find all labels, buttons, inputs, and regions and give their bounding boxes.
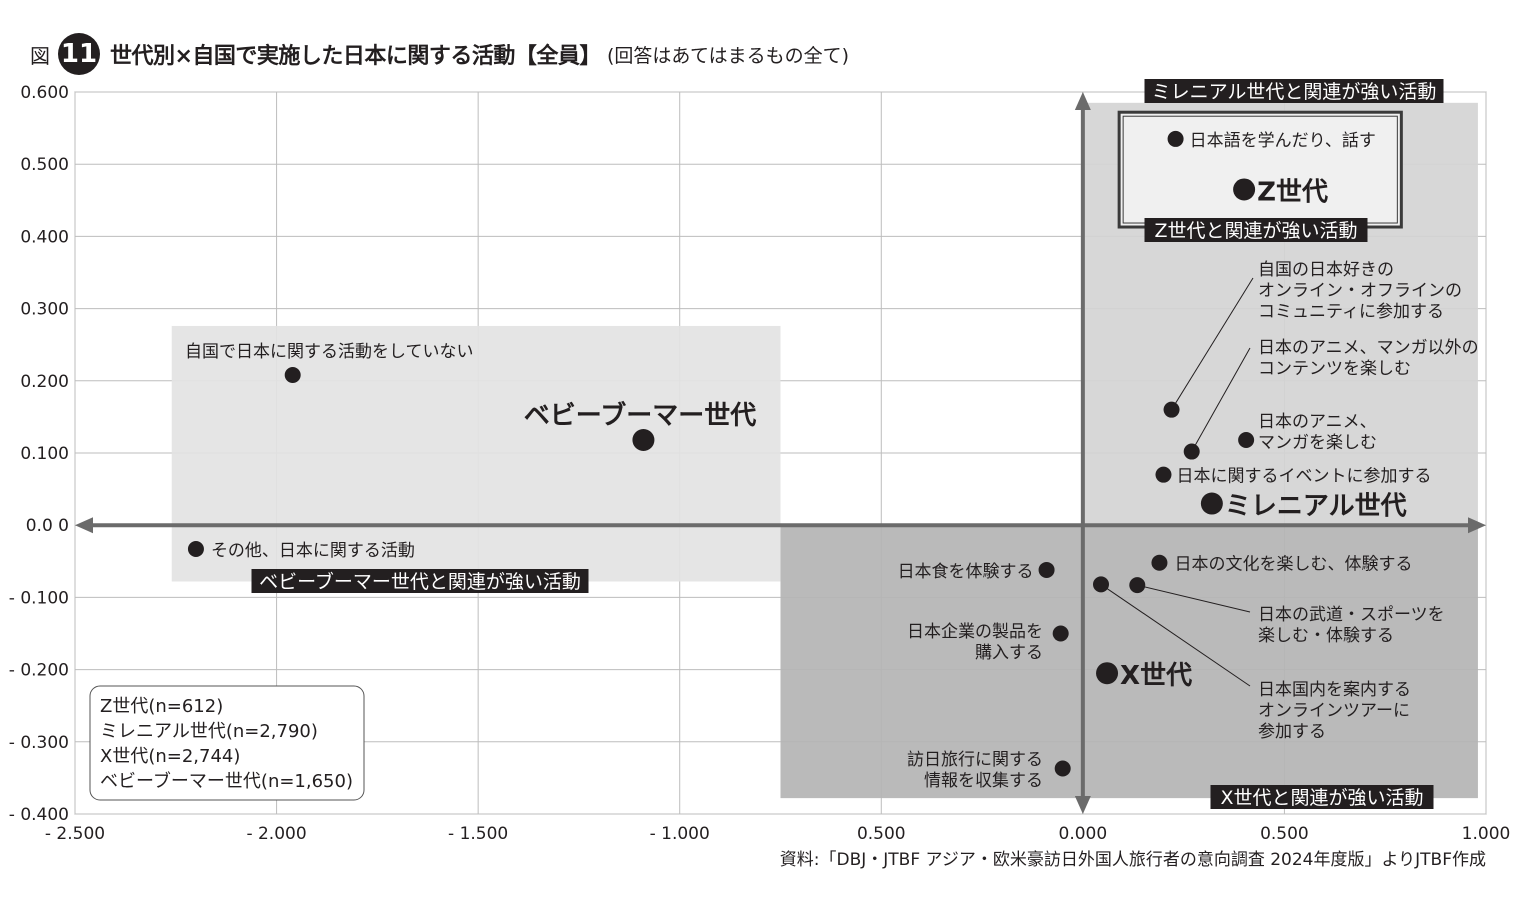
activity-label: 訪日旅行に関する — [907, 750, 1043, 770]
activity-label: オンライン・オフラインの — [1258, 281, 1462, 301]
activity-point — [1163, 401, 1180, 418]
y-tick-label: - 0.100 — [9, 588, 69, 608]
figure-title-row: 図 11 世代別×自国で実施した日本に関する活動【全員】 (回答はあてはまるもの… — [30, 28, 849, 80]
region-label-millennial: ミレニアル世代と関連が強い活動 — [1152, 81, 1437, 103]
leader-line — [1171, 277, 1254, 410]
x-tick-label: - 1.500 — [448, 824, 508, 844]
x-tick-label: 0.500 — [1260, 824, 1309, 844]
y-tick-label: 0.200 — [20, 372, 69, 392]
region-label-x-gen: X世代と関連が強い活動 — [1220, 787, 1423, 809]
activity-label: 情報を収集する — [924, 771, 1043, 791]
leader-line — [1100, 583, 1251, 687]
x-axis-arrow-right — [1468, 517, 1486, 534]
legend-entry: ミレニアル世代(n=2,790) — [100, 721, 318, 742]
x-tick-label: - 2.500 — [45, 824, 105, 844]
activity-point — [1129, 577, 1146, 594]
leader-line — [1137, 584, 1251, 613]
activity-point — [1092, 576, 1109, 593]
activity-label: 日本の武道・スポーツを — [1258, 605, 1445, 625]
activity-label: 自国で日本に関する活動をしていない — [185, 342, 474, 362]
activity-point — [1054, 760, 1071, 777]
activity-point — [1155, 466, 1172, 483]
source-note: 資料:「DBJ・JTBF アジア・欧米豪訪日外国人旅行者の意向調査 2024年度… — [779, 850, 1486, 870]
generation-label: ミレニアル世代 — [1225, 492, 1407, 522]
activity-label: オンラインツアーに — [1258, 701, 1410, 721]
generation-label: X世代 — [1120, 661, 1192, 691]
activity-point — [1238, 432, 1255, 449]
activity-label: 日本に関するイベントに参加する — [1176, 467, 1431, 487]
activity-label: マンガを楽しむ — [1258, 433, 1377, 453]
x-tick-label: 1.000 — [1462, 824, 1511, 844]
x-tick-label: 0.500 — [857, 824, 906, 844]
region-label-x-gen-bg — [1210, 785, 1434, 809]
x-tick-label: - 2.000 — [246, 824, 306, 844]
figure-number-badge: 11 — [58, 33, 100, 75]
activity-point — [187, 541, 204, 558]
y-tick-label: 0.500 — [20, 155, 69, 175]
y-tick-label: - 0.300 — [9, 733, 69, 753]
y-tick-label: - 0.400 — [9, 805, 69, 825]
generation-point — [632, 429, 655, 452]
y-tick-label: 0.600 — [20, 83, 69, 103]
generation-point — [1200, 492, 1223, 515]
generation-point — [1233, 178, 1256, 201]
activity-point — [1052, 625, 1069, 642]
y-tick-label: 0.100 — [20, 444, 69, 464]
region-z-gen — [1117, 110, 1403, 229]
activity-label: 自国の日本好きの — [1258, 260, 1394, 280]
legend-entry: ベビーブーマー世代(n=1,650) — [100, 770, 353, 792]
activity-label: 日本の文化を楽しむ、体験する — [1174, 555, 1412, 575]
legend-entry: X世代(n=2,744) — [100, 746, 240, 767]
region-label-boomer: ベビーブーマー世代と関連が強い活動 — [259, 570, 581, 593]
activity-point — [1038, 561, 1055, 578]
figure-prefix: 図 — [30, 43, 50, 68]
activity-label: 購入する — [975, 643, 1043, 663]
x-tick-label: - 1.000 — [650, 824, 710, 844]
region-label-boomer-bg — [251, 569, 589, 593]
activity-label: 日本食を体験する — [898, 562, 1034, 582]
x-axis-arrow-left — [75, 517, 93, 534]
activity-label: 日本企業の製品を — [907, 622, 1043, 642]
figure-title: 世代別×自国で実施した日本に関する活動【全員】 — [110, 44, 601, 69]
legend-box — [89, 685, 365, 801]
region-label-z-gen: Z世代と関連が強い活動 — [1154, 220, 1357, 242]
leader-line — [1191, 347, 1251, 452]
activity-label: その他、日本に関する活動 — [211, 541, 415, 561]
y-axis-arrow-down — [1074, 796, 1091, 814]
generation-label: Z世代 — [1257, 177, 1328, 207]
region-label-millennial-bg — [1144, 79, 1444, 103]
activity-label: 日本語を学んだり、話す — [1190, 131, 1376, 151]
activity-label: 日本国内を案内する — [1258, 680, 1411, 700]
activity-label: 日本のアニメ、マンガ以外の — [1258, 338, 1479, 358]
activity-label: 参加する — [1258, 722, 1326, 742]
region-label-z-gen-bg — [1144, 218, 1368, 242]
activity-label: コミュニティに参加する — [1258, 302, 1444, 322]
region-boomer — [171, 325, 781, 582]
figure-note: (回答はあてはまるもの全て) — [606, 44, 850, 67]
activity-point — [1167, 130, 1184, 147]
activity-point — [284, 367, 301, 384]
generation-label: ベビーブーマー世代 — [524, 400, 756, 431]
region-x-gen — [780, 525, 1478, 799]
x-tick-label: 0.000 — [1059, 824, 1108, 844]
y-tick-label: 0.300 — [20, 300, 69, 320]
activity-point — [1183, 443, 1200, 460]
activity-point — [1151, 554, 1168, 571]
generation-point — [1096, 662, 1119, 685]
activity-label: 日本のアニメ、 — [1258, 412, 1377, 432]
y-tick-label: 0.0 0 — [26, 516, 69, 536]
legend-entry: Z世代(n=612) — [100, 696, 223, 717]
activity-label: コンテンツを楽しむ — [1258, 359, 1411, 379]
y-tick-label: - 0.200 — [9, 661, 69, 681]
y-axis-arrow-up — [1074, 92, 1091, 110]
y-tick-label: 0.400 — [20, 227, 69, 247]
activity-label: 楽しむ・体験する — [1258, 626, 1394, 646]
